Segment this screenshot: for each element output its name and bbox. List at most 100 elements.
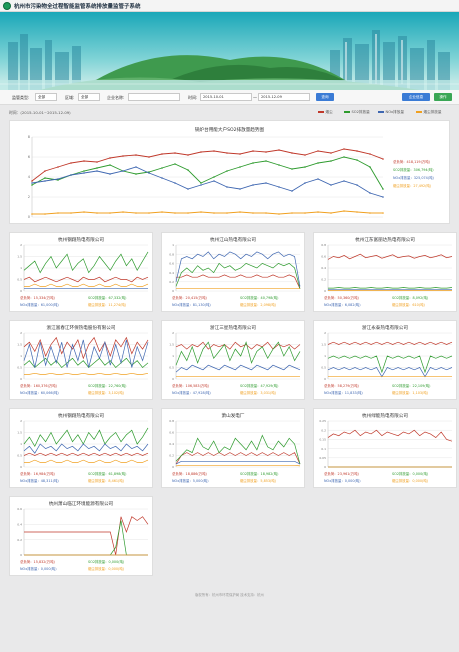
company-chart-title: 杭州江山热电有限公司: [210, 238, 256, 243]
series-point: [187, 154, 189, 156]
y-tick-label: 0: [324, 377, 326, 381]
y-tick-label: 0.2: [321, 278, 326, 282]
company-chart-panel: 浙江富春江环保热电股份有限公司 0 0.5 1 1.5 2 总负荷：160,376(万吨…: [9, 320, 153, 400]
series-point: [122, 211, 124, 213]
legend-item[interactable]: NOx排放量: [378, 110, 404, 115]
series-point: [83, 170, 85, 172]
company-stat-so2: SO2排放量：0,000(吨): [392, 472, 429, 476]
company-input[interactable]: [128, 93, 180, 101]
series-point: [369, 212, 371, 214]
company-chart-panel: 浙江三星热电有限公司 0 0.5 1 1.5 2 总负荷：106,583(万吨) SO2…: [161, 320, 305, 400]
series-point: [252, 184, 254, 186]
series-point: [356, 150, 358, 152]
start-date-value: 2015-10-01: [203, 95, 224, 99]
y-tick-label: 0: [324, 289, 326, 293]
series-point: [382, 158, 384, 160]
y-tick-label: 1: [172, 243, 174, 247]
y-tick-label: 1.5: [17, 255, 22, 259]
company-chart: 0 0.2 0.4 0.6 0.8: [169, 419, 301, 469]
y-tick-label: 0.2: [169, 280, 174, 284]
series-line: [23, 339, 149, 368]
company-chart-panel: 浙江永泰热电有限公司 0 0.5 1 1.5 2 总负荷：58,279(万吨) SO2排…: [313, 320, 457, 400]
company-stat-so2: SO2排放量：22,760(吨): [88, 384, 127, 388]
y-tick-label: 0.5: [17, 454, 22, 458]
company-stat-dust: 烟尘排放量：0,000(吨): [392, 479, 429, 483]
end-date-input[interactable]: 2015-12-09: [258, 93, 310, 101]
main-stat-so2: SO2排放量：306,794(吨): [393, 168, 434, 172]
series-line: [327, 341, 453, 345]
series-line: [23, 427, 149, 448]
series-point: [213, 212, 215, 214]
y-tick-label: 0: [172, 465, 174, 469]
company-chart-title: 杭州江东富丽达热电有限公司: [355, 238, 415, 243]
y-tick-label: 1: [324, 354, 326, 358]
query-button[interactable]: 查询: [316, 93, 334, 101]
company-stat-nox: NOx排放量：6,082(吨): [324, 303, 361, 307]
series-point: [252, 150, 254, 152]
series-point: [174, 182, 176, 184]
region-label: 区域:: [65, 95, 75, 100]
company-chart: 0 0.5 1 1.5 2: [169, 331, 301, 381]
legend-item[interactable]: 烟尘排放量: [416, 110, 441, 115]
y-tick-label: 6: [28, 155, 31, 159]
series-line: [23, 276, 149, 283]
y-tick-label: 0.8: [321, 243, 326, 247]
series-point: [278, 213, 280, 215]
series-point: [369, 153, 371, 155]
company-chart-panel: 杭州江山热电有限公司 0 0.2 0.4 0.6 0.8 1 总负荷：20,415(万吨)…: [161, 232, 305, 312]
y-tick-label: 0.4: [321, 266, 326, 270]
top-bar: 杭州市污染物全过程智能监管系统排放量监管子系统: [0, 0, 459, 12]
series-point: [343, 148, 345, 150]
y-tick-label: 0: [324, 465, 326, 469]
series-point: [239, 166, 241, 168]
series-point: [343, 210, 345, 212]
series-point: [135, 212, 137, 214]
series-line: [31, 166, 384, 198]
series-point: [161, 153, 163, 155]
series-line: [24, 520, 148, 556]
y-tick-label: 1.5: [17, 431, 22, 435]
series-point: [174, 212, 176, 214]
company-stat-load: 总负荷：15,832(万吨): [20, 560, 55, 564]
series-line: [175, 464, 301, 467]
legend-item[interactable]: 烟尘: [318, 110, 333, 115]
main-stat-dust: 烟尘排放量：27,492(吨): [393, 184, 432, 188]
region-select[interactable]: 全部: [78, 93, 100, 101]
series-point: [239, 211, 241, 213]
series-point: [226, 152, 228, 154]
series-point: [135, 173, 137, 175]
series-point: [161, 167, 163, 169]
company-stat-nox: NOx排放量：61,000(吨): [20, 303, 59, 307]
series-point: [278, 186, 280, 188]
legend-item[interactable]: SO2排放量: [344, 110, 370, 115]
date-range-text: 时间：(2015-10-01~2015-12-09): [9, 110, 71, 115]
series-point: [135, 154, 137, 156]
series-line: [23, 452, 149, 456]
export-button[interactable]: 企业信息: [402, 93, 430, 101]
y-tick-label: 2: [20, 243, 22, 247]
industry-label: 监管类型:: [12, 95, 30, 100]
series-point: [122, 170, 124, 172]
y-tick-label: 0.6: [17, 507, 22, 511]
industry-select[interactable]: 全部: [35, 93, 57, 101]
series-line: [175, 364, 301, 373]
company-stat-dust: 烟尘排放量：8,461(吨): [88, 479, 125, 483]
start-date-input[interactable]: 2015-10-01: [200, 93, 252, 101]
company-chart-title: 浙江三星热电有限公司: [210, 326, 256, 331]
y-tick-label: 1: [20, 266, 22, 270]
refresh-button[interactable]: 操作: [434, 93, 452, 101]
series-line: [32, 210, 383, 215]
series-point: [70, 174, 72, 176]
y-tick-label: 0.5: [17, 278, 22, 282]
series-point: [109, 157, 111, 159]
legend-swatch: [318, 110, 324, 113]
y-tick-label: 0: [20, 377, 22, 381]
y-tick-label: 0.1: [321, 447, 326, 451]
y-tick-label: 0.5: [321, 366, 326, 370]
company-stat-load: 总负荷：160,376(万吨): [20, 384, 58, 388]
series-point: [213, 176, 215, 178]
series-point: [317, 162, 319, 164]
series-point: [31, 180, 33, 182]
company-stat-dust: 烟尘排放量：5,853(吨): [240, 479, 277, 483]
company-chart: 0 0.5 1 1.5 2: [17, 331, 149, 381]
